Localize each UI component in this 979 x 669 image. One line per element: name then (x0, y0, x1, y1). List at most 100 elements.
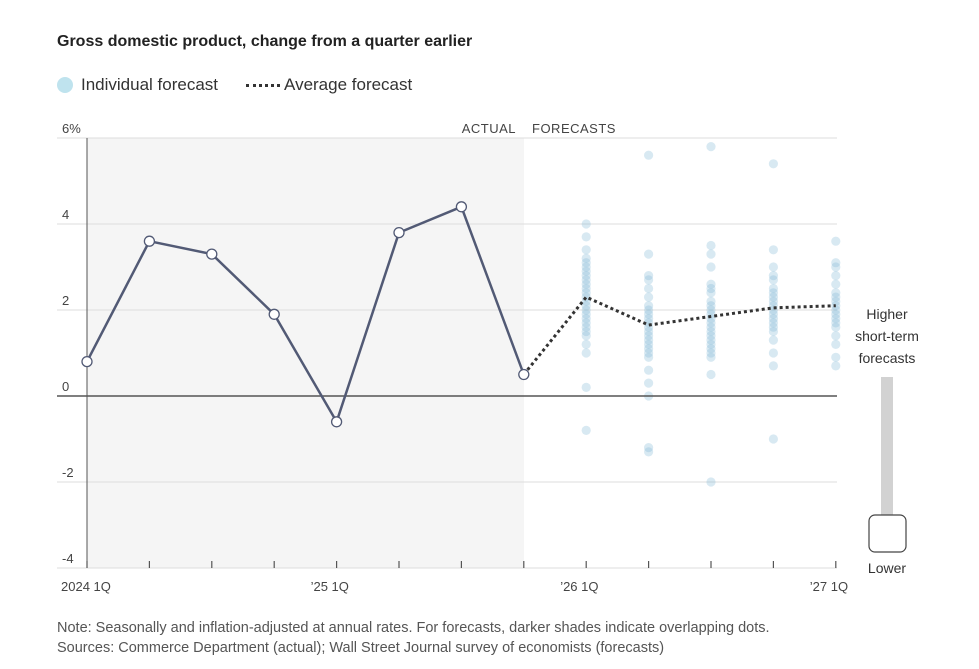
forecast-dot (644, 301, 654, 311)
forecast-dot (644, 344, 654, 354)
forecast-dot (768, 262, 779, 272)
forecast-dot (831, 352, 841, 362)
slider-handle[interactable] (868, 514, 907, 553)
forecast-dot (581, 283, 591, 294)
actual-point (518, 368, 530, 381)
forecast-dot (831, 258, 841, 268)
forecast-dot (581, 275, 591, 285)
actual-region-shade (87, 138, 524, 568)
forecast-dot (768, 292, 779, 302)
forecast-dot (581, 348, 591, 358)
forecast-dot (768, 283, 779, 294)
actual-point (330, 416, 343, 428)
forecast-dot (644, 365, 654, 375)
forecast-dot (706, 305, 716, 315)
forecast-dot (768, 288, 779, 298)
legend-label-average: Average forecast (284, 75, 413, 94)
gdp-chart: 6% 4 2 0 -2 -4 ACTUAL FORECASTS 2024 1Q ’25 1Q… (57, 121, 919, 594)
y-tick-label: -4 (62, 551, 74, 566)
actual-point (268, 308, 280, 320)
sources-text: Sources: Commerce Department (actual); W… (57, 640, 665, 656)
forecast-dot (768, 245, 779, 255)
actual-point (206, 248, 218, 260)
y-tick-label: 6% (62, 121, 81, 136)
forecast-dot (831, 305, 841, 315)
slider-top-label-line3: forecasts (859, 350, 916, 366)
y-tick-label: 4 (62, 207, 69, 222)
forecast-dot (706, 288, 716, 298)
forecast-dot (644, 314, 654, 324)
forecast-dot (581, 245, 591, 255)
forecast-dot (644, 150, 654, 160)
average-forecast-line (522, 295, 836, 376)
forecast-dot (644, 339, 654, 349)
forecast-dot (768, 322, 779, 332)
x-axis-ticks (86, 138, 837, 568)
x-tick-label: ’27 1Q (810, 579, 848, 594)
forecast-dot (706, 296, 716, 306)
forecast-dot (581, 326, 591, 337)
forecast-dot (644, 331, 654, 341)
actual-point (393, 226, 405, 239)
forecast-slider: Higher short-term forecasts Lower (855, 306, 919, 576)
legend-label-individual: Individual forecast (81, 75, 219, 94)
forecast-dot (831, 309, 841, 319)
forecast-dot (831, 301, 841, 311)
y-tick-label: -2 (62, 465, 74, 480)
forecast-dot (831, 322, 841, 332)
slider-track[interactable] (881, 377, 893, 523)
legend-item-average: Average forecast (246, 75, 412, 95)
forecast-dot (644, 326, 654, 337)
forecast-dot (706, 335, 716, 345)
forecast-dot (768, 314, 779, 324)
note-text: Note: Seasonally and inflation-adjusted … (57, 620, 770, 636)
forecast-dot (581, 258, 591, 268)
forecast-dot (831, 292, 841, 302)
forecast-dot (644, 378, 654, 388)
forecast-dot (644, 271, 654, 281)
forecast-dot (706, 369, 716, 380)
slider-top-label-line2: short-term (855, 328, 919, 344)
forecast-dot (768, 434, 779, 444)
forecast-dot (768, 275, 779, 285)
forecast-dot (644, 283, 654, 294)
forecast-dot (644, 292, 654, 302)
forecast-dot (644, 275, 654, 285)
gridlines (57, 137, 837, 569)
forecast-dot (831, 279, 841, 289)
forecast-dot (644, 348, 654, 358)
forecast-dot (706, 240, 716, 251)
forecast-dot (706, 477, 716, 487)
forecast-dot (831, 314, 841, 324)
actual-region-label: ACTUAL (462, 121, 516, 136)
forecast-dot (706, 301, 716, 311)
y-axis-labels: 6% 4 2 0 -2 -4 (62, 121, 81, 566)
forecast-dot (768, 335, 779, 345)
forecast-dot (831, 236, 841, 246)
forecast-dot (831, 288, 841, 298)
forecast-dot (581, 288, 591, 298)
forecast-dot (706, 331, 716, 341)
forecast-dot (644, 443, 654, 453)
forecast-dot (706, 279, 716, 289)
forecast-dot (706, 142, 716, 152)
legend-item-individual: Individual forecast (57, 75, 218, 95)
slider-top-label-line1: Higher (866, 306, 908, 322)
forecast-dot (581, 219, 591, 229)
forecast-dot (831, 318, 841, 328)
y-tick-label: 0 (62, 379, 69, 394)
x-axis-labels: 2024 1Q ’25 1Q ’26 1Q ’27 1Q (61, 579, 848, 594)
forecast-dot (706, 344, 716, 354)
forecast-dot (581, 425, 591, 435)
individual-forecast-dots (581, 142, 841, 487)
forecast-dot (706, 283, 716, 294)
forecast-dot (706, 249, 716, 259)
forecast-dot (768, 296, 779, 306)
forecast-dot (706, 318, 716, 328)
forecast-dot (644, 249, 654, 259)
forecast-dot (831, 361, 841, 371)
chart-title: Gross domestic product, change from a qu… (57, 33, 473, 50)
forecast-dot (581, 253, 591, 263)
actual-point (455, 201, 468, 213)
forecast-dot (581, 271, 591, 281)
